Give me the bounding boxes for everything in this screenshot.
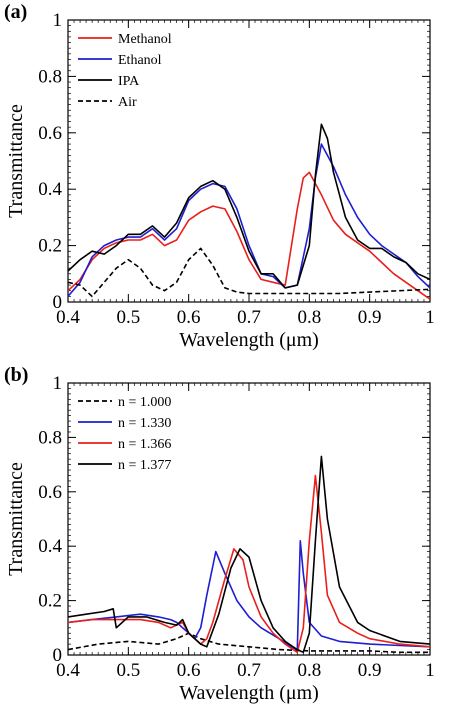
y-tick-label: 1 xyxy=(53,10,63,31)
y-tick-label: 0.2 xyxy=(38,236,62,257)
legend-label: n = 1.330 xyxy=(118,416,171,431)
x-axis-label: Wavelength (μm) xyxy=(179,329,319,351)
x-tick-label: 0.5 xyxy=(116,660,140,681)
y-tick-label: 0 xyxy=(53,645,63,666)
y-tick-label: 0.8 xyxy=(38,66,62,87)
series-line-2 xyxy=(68,474,430,654)
x-tick-label: 1 xyxy=(425,307,435,328)
x-tick-label: 0.4 xyxy=(56,307,80,328)
y-tick-label: 0.8 xyxy=(38,427,62,448)
panel-label: (b) xyxy=(4,364,28,386)
series-line-3 xyxy=(68,455,430,654)
x-tick-label: 0.9 xyxy=(358,660,382,681)
x-tick-label: 0.7 xyxy=(237,307,261,328)
x-tick-label: 1 xyxy=(425,660,435,681)
series-group xyxy=(68,455,430,654)
series-line-1 xyxy=(68,539,430,651)
legend-label: n = 1.377 xyxy=(118,458,171,473)
series-line-2 xyxy=(68,123,430,289)
legend-label: n = 1.000 xyxy=(118,395,171,410)
x-tick-label: 0.8 xyxy=(297,660,321,681)
series-line-3 xyxy=(68,247,430,298)
y-tick-label: 0.6 xyxy=(38,123,62,144)
legend-label: Methanol xyxy=(118,32,172,47)
x-tick-label: 0.7 xyxy=(237,660,261,681)
x-tick-label: 0.4 xyxy=(56,660,80,681)
x-tick-label: 0.6 xyxy=(177,660,201,681)
legend-label: n = 1.366 xyxy=(118,437,171,452)
series-group xyxy=(68,123,430,300)
x-tick-label: 0.9 xyxy=(358,307,382,328)
y-tick-label: 1 xyxy=(53,373,63,394)
legend-label: Air xyxy=(118,95,137,110)
y-tick-label: 0.4 xyxy=(38,179,62,200)
panel-label: (a) xyxy=(4,1,27,23)
x-tick-label: 0.8 xyxy=(297,307,321,328)
series-line-0 xyxy=(68,171,430,300)
chart-panel-b: 0.4 0.5 0.6 0.7 0.8 0.9 1 0 0.2 0.4 0.6 0.8 1 Wavelen… xyxy=(4,364,435,704)
y-tick-label: 0.4 xyxy=(38,536,62,557)
series-line-0 xyxy=(68,632,430,654)
x-tick-label: 0.6 xyxy=(177,307,201,328)
series-line-1 xyxy=(68,143,430,297)
legend-label: Ethanol xyxy=(118,53,162,68)
x-tick-label: 0.5 xyxy=(116,307,140,328)
legend-label: IPA xyxy=(118,74,140,89)
y-axis-label: Transmittance xyxy=(5,462,27,576)
y-tick-label: 0.2 xyxy=(38,591,62,612)
x-axis-label: Wavelength (μm) xyxy=(179,682,319,704)
y-tick-label: 0 xyxy=(53,292,63,313)
y-tick-label: 0.6 xyxy=(38,482,62,503)
chart-panel-a: 0.4 0.5 0.6 0.7 0.8 0.9 1 0 0.2 0.4 0.6 0.8 1 Wavelen… xyxy=(4,1,435,351)
y-axis-label: Transmittance xyxy=(5,104,27,218)
